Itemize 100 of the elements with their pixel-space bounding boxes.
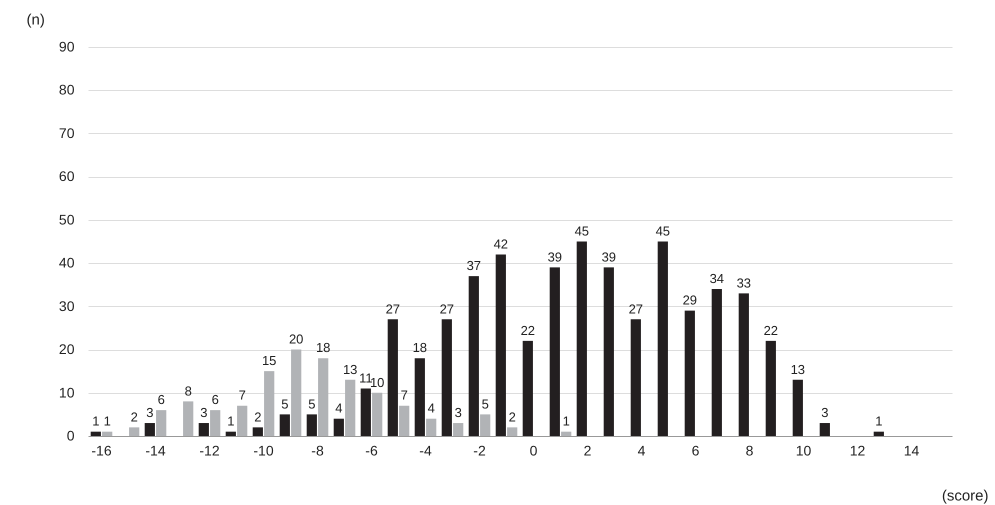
data-label: 15: [262, 353, 276, 368]
bar: [874, 432, 884, 436]
y-axis-title: (n): [26, 12, 45, 28]
x-tick-label: 2: [584, 442, 592, 458]
bar: [345, 380, 356, 436]
x-tick-label: -14: [145, 442, 166, 458]
bar: [280, 414, 290, 436]
data-label: 3: [200, 405, 208, 420]
data-label: 33: [736, 275, 752, 290]
bar: [399, 406, 410, 436]
x-tick-label: 0: [530, 442, 538, 458]
x-tick-label: -4: [419, 442, 432, 458]
x-tick-label: 14: [904, 442, 920, 458]
data-label: 3: [454, 405, 462, 420]
bar: [129, 427, 140, 436]
bar: [156, 410, 166, 436]
bar: [792, 380, 803, 436]
bar: [237, 406, 248, 436]
bar: [684, 310, 695, 436]
data-label: 1: [562, 414, 570, 429]
bar: [183, 401, 194, 436]
bar: [507, 427, 518, 436]
bar: [766, 340, 776, 436]
x-tick-label: -12: [199, 442, 220, 458]
bar: [561, 432, 572, 436]
data-label: 5: [308, 396, 316, 412]
x-tick-label: -6: [365, 442, 378, 458]
bar: [453, 423, 464, 436]
bar: [468, 276, 479, 436]
y-tick-label: 90: [58, 38, 75, 54]
bar: [712, 289, 722, 436]
y-tick-label: 60: [58, 168, 75, 184]
bar: [442, 319, 452, 436]
bar: [226, 432, 236, 436]
data-label: 2: [508, 409, 516, 424]
data-label: 37: [466, 258, 482, 274]
data-label: 3: [821, 405, 828, 420]
y-tick-label: 20: [58, 341, 75, 358]
data-label: 3: [146, 405, 154, 420]
data-label: 4: [335, 400, 342, 416]
y-tick-label: 40: [58, 254, 75, 271]
data-label: 45: [656, 224, 670, 238]
data-label: 22: [520, 322, 536, 338]
data-label: 27: [628, 301, 644, 316]
data-label: 18: [316, 340, 330, 356]
data-label: 27: [386, 301, 400, 316]
bar: [522, 340, 533, 436]
bar: [496, 254, 506, 436]
y-tick-label: 70: [58, 124, 75, 141]
data-label: 20: [288, 332, 304, 347]
data-label: 7: [400, 388, 408, 403]
data-label: 1: [227, 414, 234, 429]
data-label: 29: [682, 292, 698, 308]
data-label: 5: [482, 396, 489, 412]
data-label: 5: [281, 396, 288, 412]
data-label: 1: [875, 414, 882, 429]
data-label: 13: [790, 362, 806, 377]
data-label: 1: [92, 414, 100, 429]
bar: [198, 423, 209, 436]
bar: [820, 423, 830, 436]
bar: [360, 388, 371, 436]
x-tick-label: 8: [746, 442, 754, 458]
bar: [334, 418, 344, 436]
bar: [426, 418, 436, 436]
data-label: 2: [254, 409, 262, 424]
data-label: 42: [494, 236, 508, 252]
x-tick-label: 4: [638, 442, 646, 458]
x-axis-title: (score): [942, 488, 989, 504]
y-tick-label: 0: [66, 428, 75, 444]
bar: [630, 319, 641, 436]
x-tick-label: 12: [850, 442, 866, 458]
bar: [291, 350, 302, 436]
y-tick-label: 80: [58, 82, 75, 98]
x-tick-label: -2: [473, 442, 486, 458]
data-label: 6: [212, 392, 219, 408]
data-label: 8: [184, 383, 192, 398]
bar: [102, 432, 112, 436]
data-label: 18: [412, 340, 428, 356]
bar: [318, 358, 328, 436]
bar: [604, 267, 614, 436]
bar: [576, 242, 587, 436]
bar: [264, 371, 274, 436]
x-tick-label: -10: [253, 442, 274, 458]
bar: [388, 319, 398, 436]
bar: [414, 358, 425, 436]
bar: [738, 293, 749, 436]
data-label: 1: [104, 414, 111, 429]
data-label: 45: [574, 224, 590, 238]
data-label: 4: [428, 400, 435, 416]
bar: [144, 423, 155, 436]
bar: [372, 392, 382, 436]
x-tick-label: 6: [692, 442, 700, 458]
data-label: 7: [238, 388, 246, 403]
bar: [550, 267, 560, 436]
x-tick-label: -8: [311, 442, 324, 458]
data-label: 13: [342, 362, 358, 377]
y-tick-label: 30: [58, 298, 75, 314]
bar: [480, 414, 490, 436]
data-label: 39: [602, 249, 616, 264]
bar: [90, 432, 101, 436]
